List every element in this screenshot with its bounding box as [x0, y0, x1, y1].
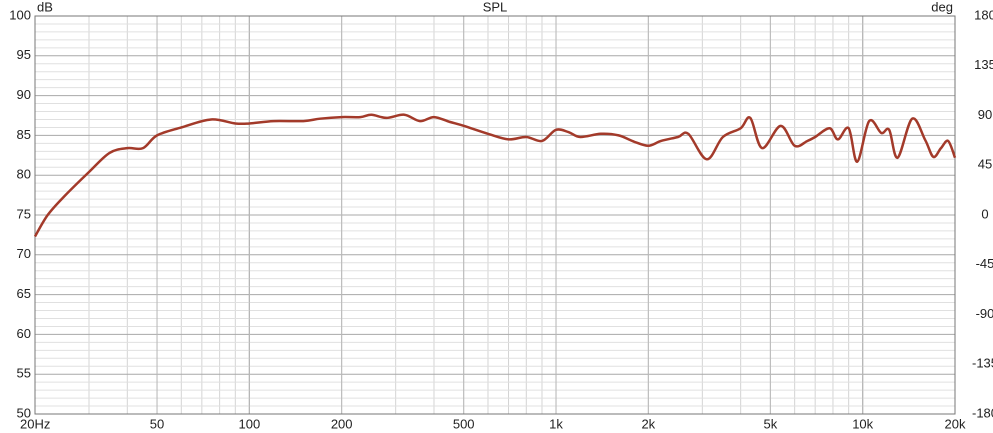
y-tick-label: 60 — [17, 326, 31, 341]
x-tick-label: 1k — [549, 416, 563, 431]
y-tick-label: 95 — [17, 47, 31, 62]
x-tick-label: 10k — [852, 416, 873, 431]
y-tick-label: 70 — [17, 246, 31, 261]
x-tick-label: 20k — [945, 416, 966, 431]
x-tick-label: 5k — [764, 416, 778, 431]
y-tick-label: 55 — [17, 366, 31, 381]
y-tick-label: 50 — [17, 405, 31, 420]
y2-tick-label: 45 — [978, 157, 992, 172]
plot-border — [34, 15, 956, 415]
y2-axis-label: deg — [931, 0, 953, 14]
y2-tick-label: -90 — [976, 306, 993, 321]
y-tick-label: 75 — [17, 206, 31, 221]
x-tick-label: 50 — [150, 416, 164, 431]
y2-tick-label: -135 — [972, 356, 993, 371]
y-tick-label: 80 — [17, 167, 31, 182]
x-tick-label: 20Hz — [20, 416, 50, 431]
x-tick-label: 2k — [641, 416, 655, 431]
y2-tick-label: 180 — [974, 7, 993, 22]
y2-tick-label: -45 — [976, 256, 993, 271]
y2-tick-label: 90 — [978, 107, 992, 122]
y-tick-label: 65 — [17, 286, 31, 301]
x-tick-label: 500 — [453, 416, 475, 431]
x-tick-label: 100 — [238, 416, 260, 431]
y2-tick-label: 0 — [981, 206, 988, 221]
y2-tick-label: 135 — [974, 57, 993, 72]
x-tick-label: 200 — [331, 416, 353, 431]
y-axis-label: dB — [37, 0, 53, 14]
y-tick-label: 100 — [9, 7, 31, 22]
y-tick-label: 90 — [17, 87, 31, 102]
chart-title: SPL — [483, 0, 508, 14]
y-tick-label: 85 — [17, 127, 31, 142]
spl-line — [33, 113, 957, 238]
y2-tick-label: -180 — [972, 405, 993, 420]
